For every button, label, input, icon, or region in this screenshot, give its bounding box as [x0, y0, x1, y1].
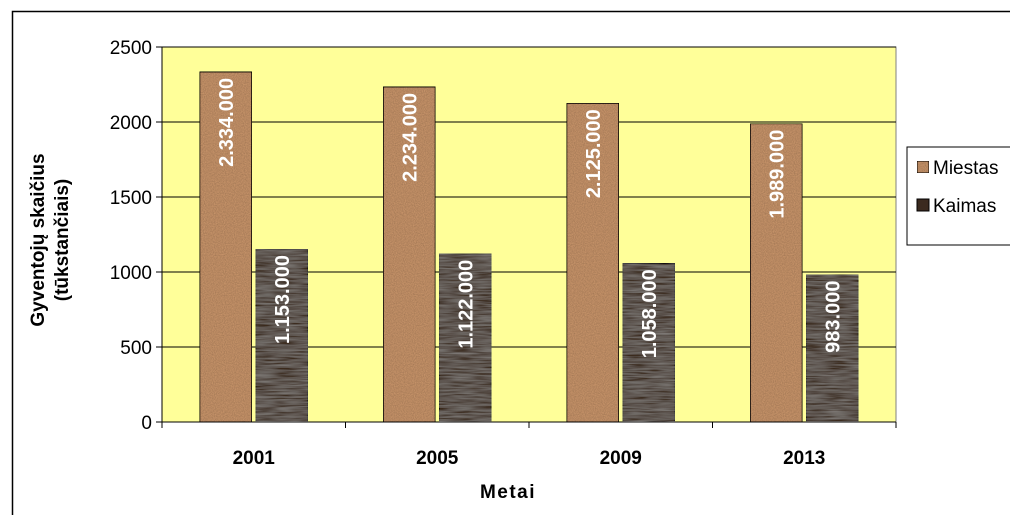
bar-miestas-2013 — [749, 123, 803, 423]
y-tick-label: 1000 — [110, 263, 152, 284]
x-tick-label: 2009 — [600, 448, 642, 469]
legend: Miestas Kaimas — [906, 146, 1010, 246]
y-tick-label: 1500 — [110, 188, 152, 209]
x-tick-label: 2005 — [416, 448, 459, 469]
y-axis-title-line1: Gyventojų skaičius — [28, 153, 49, 326]
data-label-kaimas-2009: 1.058.000 — [639, 269, 661, 358]
y-axis-title-line2: (tūkstančiais) — [52, 179, 73, 301]
bar-miestas-2001 — [199, 71, 253, 423]
bar-miestas-2005 — [382, 86, 436, 423]
bar-kaimas-2001 — [255, 248, 309, 423]
legend-label-kaimas: Kaimas — [933, 196, 996, 217]
y-tick-label: 2000 — [110, 113, 152, 134]
y-axis-title: Gyventojų skaičius (tūkstančiais) — [28, 153, 73, 326]
y-axis: 0 500 1000 1500 2000 2500 — [110, 38, 163, 434]
bar-kaimas-2009 — [622, 262, 676, 423]
bars — [199, 71, 859, 423]
data-label-kaimas-2005: 1.122.000 — [455, 260, 477, 349]
y-tick-label: 500 — [120, 338, 152, 359]
legend-label-miestas: Miestas — [933, 158, 998, 179]
data-label-kaimas-2013: 983.000 — [822, 281, 844, 353]
data-labels: 2.334.000 1.153.000 2.234.000 1.122.000 2.12… — [216, 78, 845, 358]
data-label-miestas-2013: 1.989.000 — [766, 130, 788, 219]
data-label-miestas-2009: 2.125.000 — [583, 109, 605, 198]
bar-kaimas-2013 — [805, 274, 859, 423]
legend-swatch-kaimas — [916, 198, 930, 212]
x-axis-title: Metai — [480, 482, 536, 503]
bar-kaimas-2005 — [438, 253, 492, 423]
bar-miestas-2009 — [566, 102, 620, 423]
y-tick-label: 2500 — [110, 38, 152, 59]
data-label-kaimas-2001: 1.153.000 — [272, 255, 294, 344]
x-tick-label: 2013 — [783, 448, 825, 469]
x-tick-label: 2001 — [233, 448, 276, 469]
legend-swatch-miestas — [916, 160, 930, 174]
data-label-miestas-2001: 2.334.000 — [216, 78, 238, 167]
y-tick-label: 0 — [141, 413, 152, 434]
data-label-miestas-2005: 2.234.000 — [399, 93, 421, 182]
